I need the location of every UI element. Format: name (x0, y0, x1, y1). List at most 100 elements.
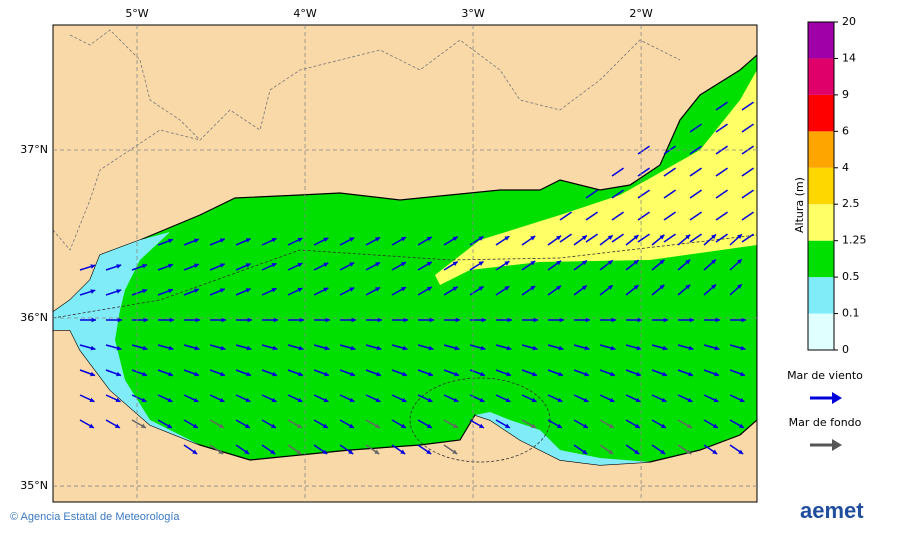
arrow-head (375, 397, 381, 403)
arrow (689, 167, 702, 177)
arrow-head (322, 449, 328, 455)
arrow (715, 167, 728, 177)
colorbar-label: 0 (842, 343, 849, 356)
arrow-head (633, 285, 639, 290)
zone-line (409, 377, 551, 463)
arrow-head (193, 263, 199, 269)
arrow-head (400, 423, 406, 428)
arrow (715, 233, 728, 243)
arrow-head (169, 317, 174, 323)
arrow-head (736, 284, 742, 289)
arrow-head (609, 397, 615, 403)
colorbar-band (808, 313, 834, 350)
arrow-head (634, 449, 640, 455)
border (69, 29, 681, 141)
arrow-head (270, 449, 276, 455)
arrow-head (402, 371, 408, 377)
arrow-head (452, 449, 458, 455)
arrow-head (686, 449, 692, 455)
arrow-head (584, 345, 590, 351)
arrow-head (581, 260, 587, 266)
arrow-head (375, 262, 381, 267)
arrow-head (142, 345, 148, 351)
arrow-head (611, 317, 616, 323)
arrow-head (221, 317, 226, 323)
colorbar-label: 9 (842, 88, 849, 101)
arrow-head (478, 286, 484, 291)
arrow-head (324, 371, 330, 377)
arrow-head (166, 423, 172, 428)
zone-line (53, 234, 757, 319)
arrow-head (533, 317, 538, 323)
arrow-head (530, 260, 536, 266)
arrow-head (429, 317, 434, 323)
arrow-head (348, 423, 354, 428)
arrow-head (736, 259, 742, 264)
arrow-head (323, 397, 329, 403)
arrow-head (142, 371, 148, 377)
arrow-head (581, 285, 587, 291)
land (475, 415, 757, 502)
arrow (637, 189, 650, 199)
arrow-head (271, 288, 277, 293)
arrow-head (428, 371, 434, 377)
arrow-head (556, 285, 562, 291)
arrow-head (530, 423, 536, 428)
arrow-head (711, 234, 717, 240)
arrow-head (323, 262, 329, 268)
arrow-head (558, 371, 564, 377)
arrow (741, 167, 754, 177)
arrow (663, 189, 676, 199)
colorbar-band (808, 277, 834, 314)
arrow-head (271, 397, 277, 403)
arrow-head (687, 397, 693, 403)
arrow-head (532, 371, 538, 377)
arrow-head (452, 423, 458, 428)
arrow-head (90, 289, 96, 294)
arrow-head (558, 345, 564, 351)
arrow-head (713, 397, 719, 403)
arrow-head (531, 397, 537, 403)
arrow-head (582, 423, 588, 428)
arrow (715, 211, 728, 221)
arrow-head (556, 260, 562, 266)
colorbar-band (808, 94, 834, 132)
arrow-head (685, 234, 691, 240)
arrow-head (193, 288, 199, 294)
colorbar-label: 2.5 (842, 197, 860, 210)
arrow-head (350, 371, 356, 377)
arrow-head (323, 237, 329, 243)
arrow-head (453, 397, 459, 403)
arrow-head (218, 423, 224, 428)
arrow-head (220, 371, 226, 377)
arrow (637, 233, 650, 243)
arrow-head (663, 317, 668, 323)
arrow-head (193, 238, 199, 244)
arrow (559, 233, 572, 243)
arrow-head (659, 284, 665, 290)
arrow-head (506, 345, 512, 351)
arrow-head (168, 345, 174, 351)
colorbar-title: Altura (m) (793, 177, 806, 233)
arrow-head (426, 423, 432, 428)
arrow-head (685, 259, 691, 265)
arrow-head (245, 263, 251, 268)
sea-cyan (53, 232, 200, 445)
arrow-head (711, 284, 717, 290)
arrow-head (402, 345, 408, 351)
arrow-head (400, 449, 406, 455)
arrow-head (140, 423, 146, 428)
arrow-head (91, 317, 96, 323)
colorbar-label: 14 (842, 51, 856, 64)
arrow-head (376, 371, 382, 377)
arrow-head (736, 234, 742, 239)
arrow (559, 211, 572, 221)
arrow-head (452, 261, 458, 267)
arrow-head (400, 237, 406, 242)
arrow-head (142, 288, 148, 294)
arrow-head (608, 449, 614, 455)
arrow-head (637, 317, 642, 323)
arrow-head (504, 236, 510, 241)
colorbar-band (808, 58, 834, 95)
